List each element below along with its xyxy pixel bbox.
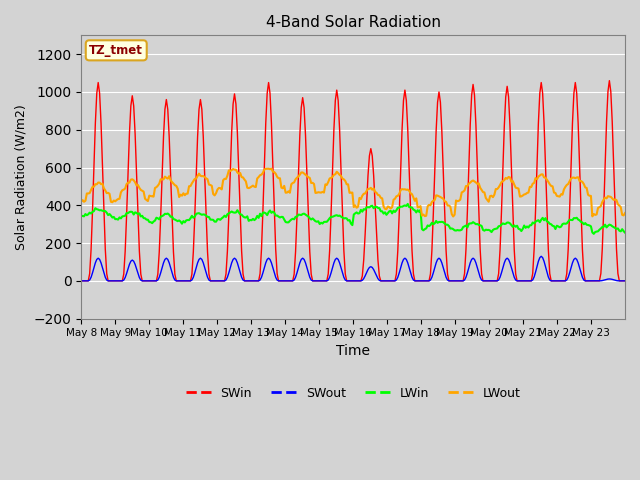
LWout bbox=[113, 197, 120, 203]
LWout bbox=[621, 210, 629, 216]
SWout bbox=[618, 278, 626, 284]
SWin bbox=[621, 278, 629, 284]
SWin bbox=[618, 278, 626, 284]
LWin bbox=[590, 231, 598, 237]
LWin bbox=[113, 216, 120, 222]
LWout bbox=[620, 213, 627, 218]
SWout bbox=[538, 253, 545, 259]
SWout bbox=[357, 278, 365, 284]
LWin bbox=[467, 220, 474, 226]
SWout bbox=[113, 278, 120, 284]
Legend: SWin, SWout, LWin, LWout: SWin, SWout, LWin, LWout bbox=[180, 382, 525, 405]
LWin bbox=[621, 230, 629, 236]
LWout bbox=[468, 179, 476, 184]
SWin bbox=[465, 164, 473, 169]
SWout bbox=[77, 278, 85, 284]
LWout bbox=[268, 166, 275, 171]
LWout bbox=[358, 193, 366, 199]
X-axis label: Time: Time bbox=[336, 344, 370, 358]
Text: TZ_tmet: TZ_tmet bbox=[90, 44, 143, 57]
LWin bbox=[77, 213, 85, 219]
SWout bbox=[465, 265, 473, 271]
LWin bbox=[620, 228, 627, 234]
LWin bbox=[357, 207, 365, 213]
SWin bbox=[96, 90, 104, 96]
SWin bbox=[77, 278, 85, 284]
Title: 4-Band Solar Radiation: 4-Band Solar Radiation bbox=[266, 15, 440, 30]
SWout bbox=[96, 256, 104, 262]
LWin bbox=[404, 201, 412, 207]
SWin bbox=[546, 271, 554, 276]
LWin bbox=[96, 207, 104, 213]
SWin bbox=[605, 78, 613, 84]
LWout bbox=[548, 183, 556, 189]
SWin bbox=[357, 278, 365, 284]
Line: SWin: SWin bbox=[81, 81, 625, 281]
SWout bbox=[621, 278, 629, 284]
SWout bbox=[547, 278, 555, 284]
Line: SWout: SWout bbox=[81, 256, 625, 281]
Line: LWin: LWin bbox=[81, 204, 625, 234]
Y-axis label: Solar Radiation (W/m2): Solar Radiation (W/m2) bbox=[15, 104, 28, 250]
LWout bbox=[96, 180, 104, 185]
SWin bbox=[113, 278, 120, 284]
LWout bbox=[449, 214, 457, 219]
Line: LWout: LWout bbox=[81, 168, 625, 216]
LWout bbox=[77, 199, 85, 204]
LWin bbox=[547, 221, 555, 227]
